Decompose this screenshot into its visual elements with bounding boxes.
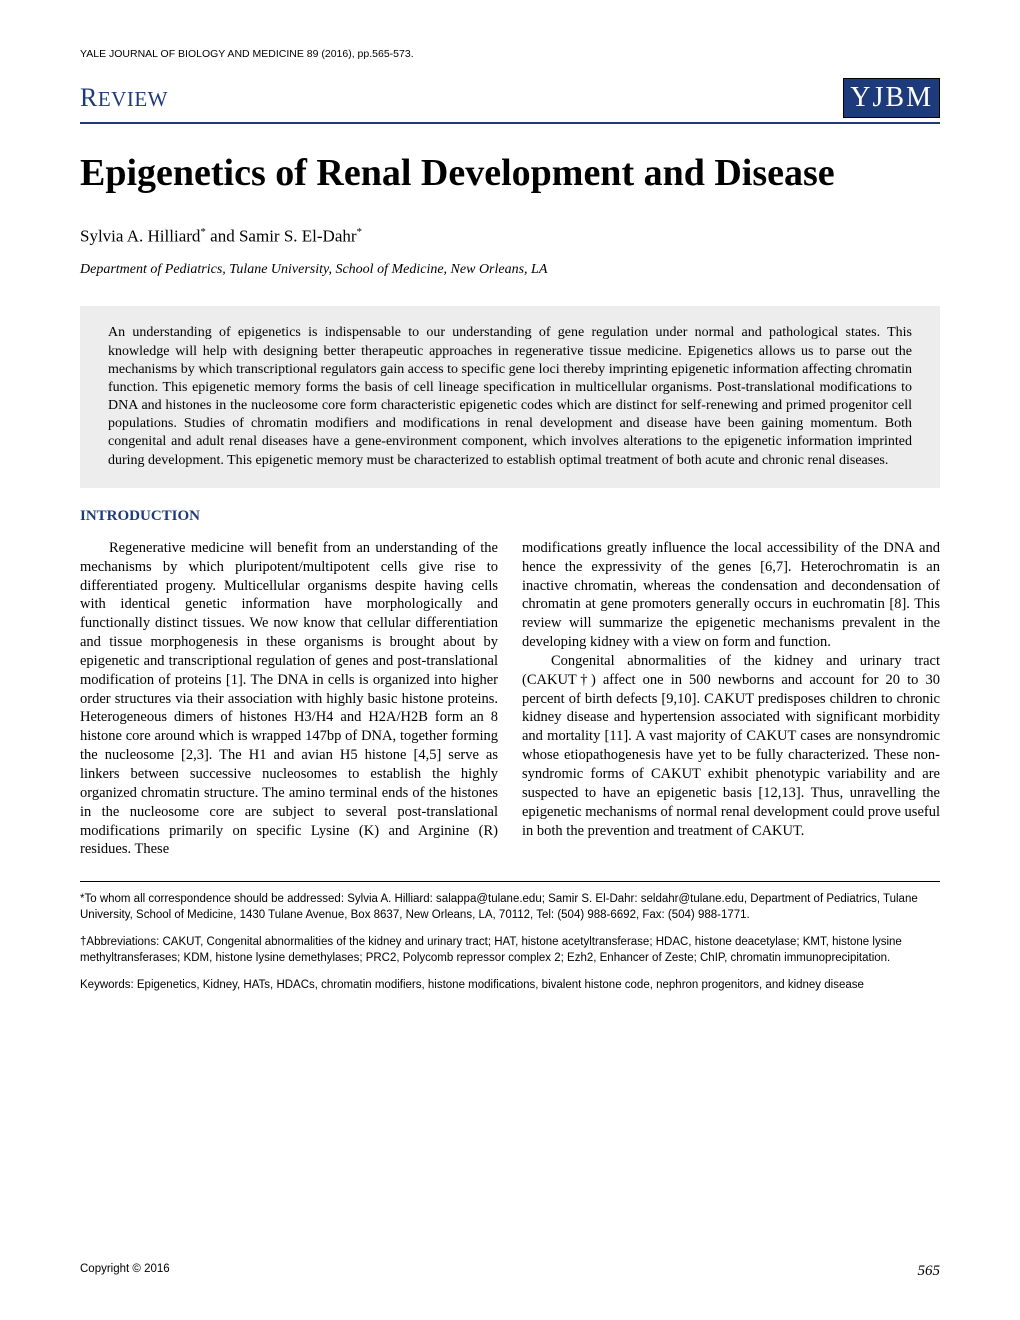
body-text: Regenerative medicine will benefit from … (80, 539, 940, 859)
page-number: 565 (918, 1263, 941, 1280)
footer-block: *To whom all correspondence should be ad… (80, 881, 940, 994)
abstract-box: An understanding of epigenetics is indis… (80, 306, 940, 488)
affiliation: Department of Pediatrics, Tulane Univers… (80, 262, 940, 278)
review-header-row: REVIEW YJBM (80, 78, 940, 124)
intro-para-2: modifications greatly influence the loca… (522, 539, 940, 652)
yjbm-logo: YJBM (843, 78, 940, 118)
correspondence: *To whom all correspondence should be ad… (80, 892, 940, 923)
review-label: REVIEW (80, 83, 168, 113)
section-heading-introduction: INTRODUCTION (80, 508, 940, 525)
copyright: Copyright © 2016 (80, 1263, 170, 1280)
intro-para-3: Congenital abnormalities of the kidney a… (522, 652, 940, 840)
authors: Sylvia A. Hilliard* and Samir S. El-Dahr… (80, 226, 940, 247)
abbreviations: †Abbreviations: CAKUT, Congenital abnorm… (80, 935, 940, 966)
keywords: Keywords: Epigenetics, Kidney, HATs, HDA… (80, 978, 940, 994)
journal-header: YALE JOURNAL OF BIOLOGY AND MEDICINE 89 … (80, 48, 940, 60)
intro-para-1: Regenerative medicine will benefit from … (80, 539, 498, 859)
page-footer: Copyright © 2016 565 (80, 1263, 940, 1280)
article-title: Epigenetics of Renal Development and Dis… (80, 152, 940, 196)
